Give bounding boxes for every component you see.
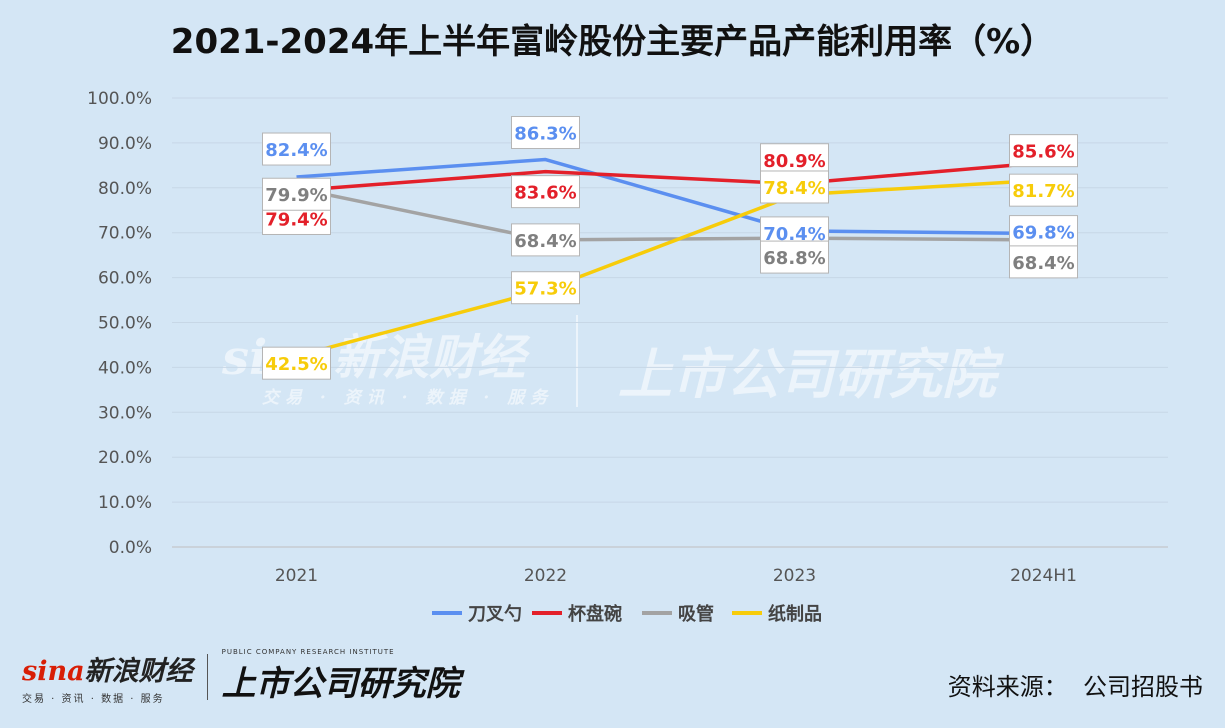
y-tick-label: 100.0% (87, 89, 152, 109)
footer-divider (206, 653, 208, 700)
data-label: 83.6% (514, 183, 576, 204)
institute-block: PUBLIC COMPANY RESEARCH INSTITUTE 上市公司研究… (222, 648, 460, 705)
y-tick-label: 60.0% (98, 269, 152, 289)
data-label-box (262, 177, 331, 211)
x-tick-label: 2023 (773, 566, 816, 586)
source-value: 公司招股书 (1083, 673, 1203, 701)
footer-logo: sina新浪财经 交易 · 资讯 · 数据 · 服务 PUBLIC COMPAN… (22, 648, 460, 705)
sina-brand-block: sina新浪财经 交易 · 资讯 · 数据 · 服务 (22, 649, 193, 705)
data-label-box (262, 132, 331, 166)
sina-tagline: 交易 · 资讯 · 数据 · 服务 (22, 693, 165, 705)
x-tick-label: 2024H1 (1010, 566, 1077, 586)
source-label: 资料来源： (947, 673, 1068, 701)
data-label-box (1009, 215, 1078, 249)
y-tick-label: 10.0% (98, 493, 152, 513)
data-label-box (1009, 173, 1078, 207)
chart-title: 2021-2024年上半年富岭股份主要产品产能利用率（%） (170, 22, 1055, 62)
sina-mark: sina (22, 655, 85, 687)
data-label-box (760, 170, 829, 204)
legend-label: 吸管 (678, 603, 714, 625)
series-line (296, 160, 1044, 193)
source-note: 资料来源： 公司招股书 (948, 667, 1203, 702)
watermark-divider (576, 315, 578, 407)
x-tick-label: 2022 (524, 566, 567, 586)
series-line (296, 186, 1044, 242)
data-label-box (760, 143, 829, 177)
data-label: 85.6% (1012, 142, 1074, 163)
institute-sub: PUBLIC COMPANY RESEARCH INSTITUTE (221, 648, 395, 656)
y-tick-label: 90.0% (98, 134, 152, 154)
watermark-institute: 上市公司研究院 (618, 342, 996, 406)
data-label-box (1009, 134, 1078, 168)
data-label-box (511, 271, 580, 305)
series-line (296, 157, 1044, 236)
data-label-box (511, 223, 580, 257)
series-line (296, 178, 1044, 358)
data-label: 69.8% (1012, 223, 1074, 244)
y-tick-label: 70.0% (98, 224, 152, 244)
data-label: 79.4% (265, 209, 327, 230)
watermark-sina-tagline: 交易 · 资讯 · 数据 · 服务 (262, 388, 554, 408)
y-tick-label: 20.0% (98, 448, 152, 468)
y-tick-label: 50.0% (98, 314, 152, 334)
data-label: 82.4% (265, 140, 327, 161)
data-label: 68.4% (1012, 253, 1074, 274)
data-label: 68.4% (514, 231, 576, 252)
data-label: 70.4% (763, 224, 825, 245)
y-tick-label: 30.0% (98, 403, 152, 423)
data-label: 86.3% (514, 124, 576, 145)
institute-name: 上市公司研究院 (221, 664, 460, 704)
data-label-box (760, 240, 829, 274)
legend-label: 杯盘碗 (568, 603, 622, 625)
sina-brand-text: 新浪财经 (84, 655, 193, 687)
data-label: 78.4% (763, 178, 825, 199)
legend-label: 纸制品 (768, 603, 822, 625)
data-label-box (511, 116, 580, 150)
data-label: 57.3% (514, 279, 576, 300)
data-label-box (262, 346, 331, 380)
y-tick-label: 80.0% (98, 179, 152, 199)
data-label: 79.9% (265, 185, 327, 206)
data-label: 42.5% (265, 354, 327, 375)
legend-label: 刀叉勺 (468, 603, 522, 625)
data-label: 80.9% (763, 151, 825, 172)
data-label-box (511, 175, 580, 209)
y-tick-label: 0.0% (109, 538, 152, 558)
y-tick-label: 40.0% (98, 358, 152, 378)
line-chart: 0.0% 10.0% 20.0% 30.0% 40.0% 50.0% 60.0% 70.0% 8… (87, 89, 1168, 625)
data-label: 68.8% (763, 248, 825, 269)
data-label-box (1009, 245, 1078, 279)
data-label: 81.7% (1012, 181, 1074, 202)
x-tick-label: 2021 (275, 566, 318, 586)
